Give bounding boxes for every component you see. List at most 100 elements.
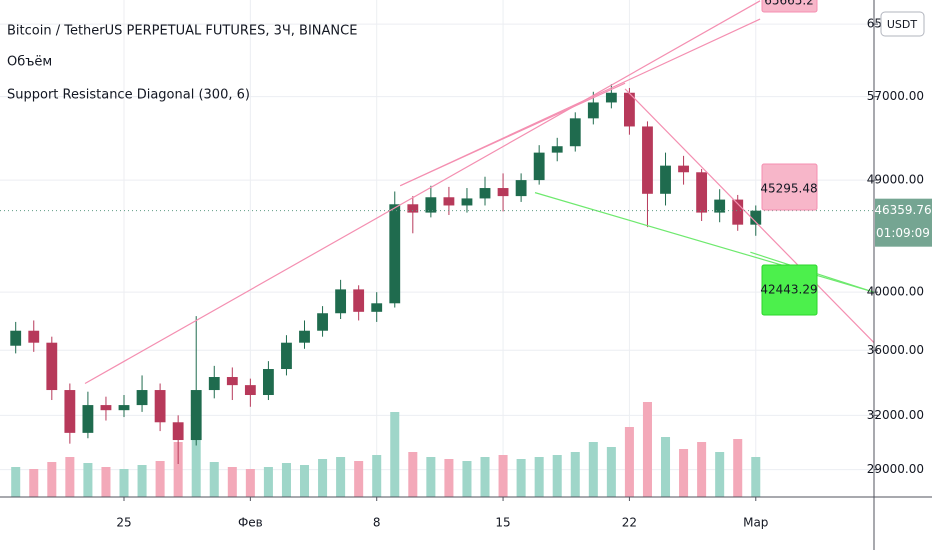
chart-title: Bitcoin / TetherUS PERPETUAL FUTURES, 3Ч… (7, 24, 357, 39)
volume-bar (336, 457, 346, 497)
volume-bar (534, 457, 544, 497)
trend-line (399, 82, 626, 187)
y-tick-label: 29000.00 (867, 462, 924, 476)
volume-bar (751, 457, 761, 497)
volume-bar (245, 469, 255, 497)
candle-body (64, 390, 76, 433)
volume-bar (697, 442, 707, 497)
candle-body (732, 199, 744, 225)
volume-bar (65, 457, 75, 497)
candle-body (154, 390, 166, 423)
candle-body (551, 146, 563, 153)
volume-bar (227, 467, 237, 497)
volume-bar (173, 442, 183, 497)
level-box (761, 163, 818, 211)
volume-bar (263, 467, 273, 497)
level-label: 65665.2 (764, 0, 814, 8)
volume-bar (29, 469, 39, 497)
candle-body (262, 369, 274, 396)
volume-bar (606, 447, 616, 497)
candle-body (244, 385, 256, 396)
candle-body (515, 180, 527, 197)
volume-bar (47, 462, 57, 497)
candle-body (371, 303, 383, 312)
volume-bar (426, 457, 436, 497)
volume-bar (679, 449, 689, 497)
candle-body (46, 342, 58, 391)
candle-body (533, 152, 545, 181)
price-tag-label: 46359.76 (874, 203, 931, 217)
candle-body (407, 204, 419, 213)
candle-body (461, 198, 473, 206)
volume-bar (498, 455, 508, 497)
x-tick-label: Фев (238, 516, 263, 530)
volume-bar (462, 461, 472, 497)
x-tick-label: 25 (116, 516, 131, 530)
trend-line (534, 192, 875, 293)
volume-bar (516, 459, 526, 497)
candle-body (605, 92, 617, 103)
candle-body (190, 390, 202, 441)
level-label: 42443.29 (760, 283, 817, 297)
candle-body (497, 188, 509, 197)
volume-bar (119, 469, 129, 497)
candle-body (750, 210, 762, 225)
candle-body (335, 289, 347, 314)
volume-bar (642, 402, 652, 497)
volume-bar (588, 442, 598, 497)
currency-label[interactable]: USDT (887, 18, 918, 31)
x-tick-label: 22 (622, 516, 637, 530)
candle-body (678, 165, 689, 173)
candle-body (82, 405, 94, 433)
volume-bar (137, 465, 147, 497)
volume-bar (354, 461, 364, 497)
y-tick-label: 36000.00 (867, 343, 924, 357)
candle-body (172, 422, 184, 441)
x-tick-label: Мар (743, 516, 768, 530)
candle-body (624, 92, 635, 127)
candle-body (587, 102, 599, 119)
volume-bar (661, 437, 671, 497)
volume-bar (715, 452, 725, 497)
volume-bar (209, 462, 219, 497)
overlay: 65665.2 45295.48 42443.29 (760, 0, 818, 316)
candle-body (696, 172, 708, 213)
volume-bar (318, 459, 328, 497)
volume-bar (408, 452, 418, 497)
volume-bar (155, 461, 165, 497)
candle-body (226, 377, 238, 386)
volume-bar (191, 435, 201, 497)
y-tick-label: 57000.00 (867, 89, 924, 103)
volume-bar (83, 463, 93, 497)
level-box (761, 0, 818, 13)
volume-bar (281, 463, 291, 497)
indicator-name: Support Resistance Diagonal (300, 6) (7, 88, 250, 103)
level-label: 45295.48 (760, 182, 817, 196)
candle-body (389, 204, 401, 304)
candle-body (569, 118, 581, 147)
volume-bar (624, 427, 634, 497)
candle-body (642, 126, 653, 194)
candle-body (10, 330, 22, 346)
candle-body (353, 289, 365, 312)
trend-line (84, 0, 761, 385)
trend-line (624, 88, 875, 344)
currency-badge[interactable] (880, 11, 925, 37)
candle-body (479, 188, 491, 199)
volume-bar (372, 455, 382, 497)
volume-bar (480, 457, 490, 497)
candle-body (28, 330, 40, 343)
candle-body (118, 405, 130, 411)
y-tick-label: 32000.00 (867, 408, 924, 422)
volume-bar (552, 455, 562, 497)
volume-bar (733, 439, 743, 497)
volume-bar (299, 465, 310, 497)
candle-body (660, 165, 671, 194)
volume-bar (101, 467, 111, 497)
x-tick-label: 15 (495, 516, 510, 530)
price-tag (875, 198, 932, 247)
y-tick-label: 40000.00 (867, 285, 924, 299)
volume-bar (444, 459, 454, 497)
